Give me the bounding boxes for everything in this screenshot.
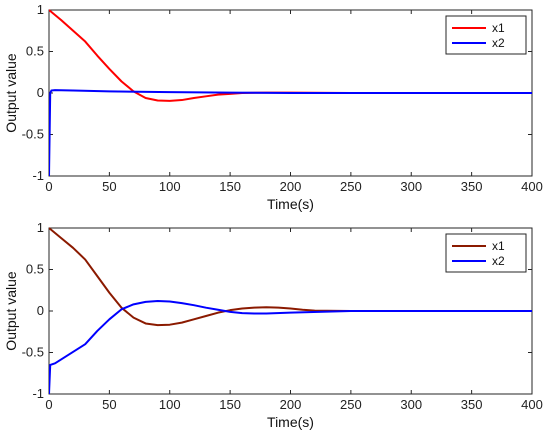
x-tick-label: 350 — [461, 397, 483, 412]
series-group — [49, 227, 532, 395]
x-axis-label: Time(s) — [267, 196, 314, 212]
legend-label-x1: x1 — [492, 21, 505, 35]
series-line-x2 — [49, 300, 532, 395]
y-tick-label: -0.5 — [22, 127, 44, 142]
legend-label-x1: x1 — [492, 239, 505, 253]
x-tick-label: 100 — [159, 179, 181, 194]
x-tick-label: 400 — [521, 397, 543, 412]
x-tick-label: 100 — [159, 397, 181, 412]
y-tick-label: 0 — [37, 303, 44, 318]
x-tick-label: 250 — [340, 397, 362, 412]
y-tick-label: 0.5 — [26, 262, 44, 277]
x-tick-label: 0 — [45, 179, 52, 194]
y-tick-label: -1 — [32, 168, 44, 183]
chart-top: 0 50 100 150 200 250 300 350 400 -1 -0.5 0 0.5 1 Time(… — [3, 2, 543, 212]
y-tick-label: -1 — [32, 386, 44, 401]
x-tick-label: 0 — [45, 397, 52, 412]
y-tick-label: 0 — [37, 85, 44, 100]
legend-box — [445, 233, 527, 273]
x-tick-label: 350 — [461, 179, 483, 194]
x-tick-label: 300 — [400, 179, 422, 194]
x-tick-label: 200 — [280, 397, 302, 412]
x-tick-label: 300 — [400, 397, 422, 412]
y-tick-label: -0.5 — [22, 345, 44, 360]
legend-label-x2: x2 — [492, 254, 505, 268]
x-tick-label: 150 — [219, 397, 241, 412]
chart-bottom: 0 50 100 150 200 250 300 350 400 -1 -0.5 0 0.5 1 Time(… — [3, 220, 543, 430]
x-tick-label: 50 — [102, 179, 116, 194]
x-tick-label: 50 — [102, 397, 116, 412]
legend-label-x2: x2 — [492, 36, 505, 50]
x-tick-label: 200 — [280, 179, 302, 194]
x-tick-label: 150 — [219, 179, 241, 194]
y-tick-label: 1 — [37, 2, 44, 17]
x-tick-label: 250 — [340, 179, 362, 194]
y-axis-label: Output value — [3, 53, 19, 133]
legend-box — [445, 15, 527, 55]
y-tick-label: 0.5 — [26, 44, 44, 59]
x-axis-label: Time(s) — [267, 414, 314, 430]
series-line-x2 — [49, 89, 532, 177]
y-axis-label: Output value — [3, 271, 19, 351]
series-line-x1 — [49, 227, 532, 327]
x-tick-label: 400 — [521, 179, 543, 194]
series-group — [49, 9, 532, 177]
y-tick-label: 1 — [37, 220, 44, 235]
